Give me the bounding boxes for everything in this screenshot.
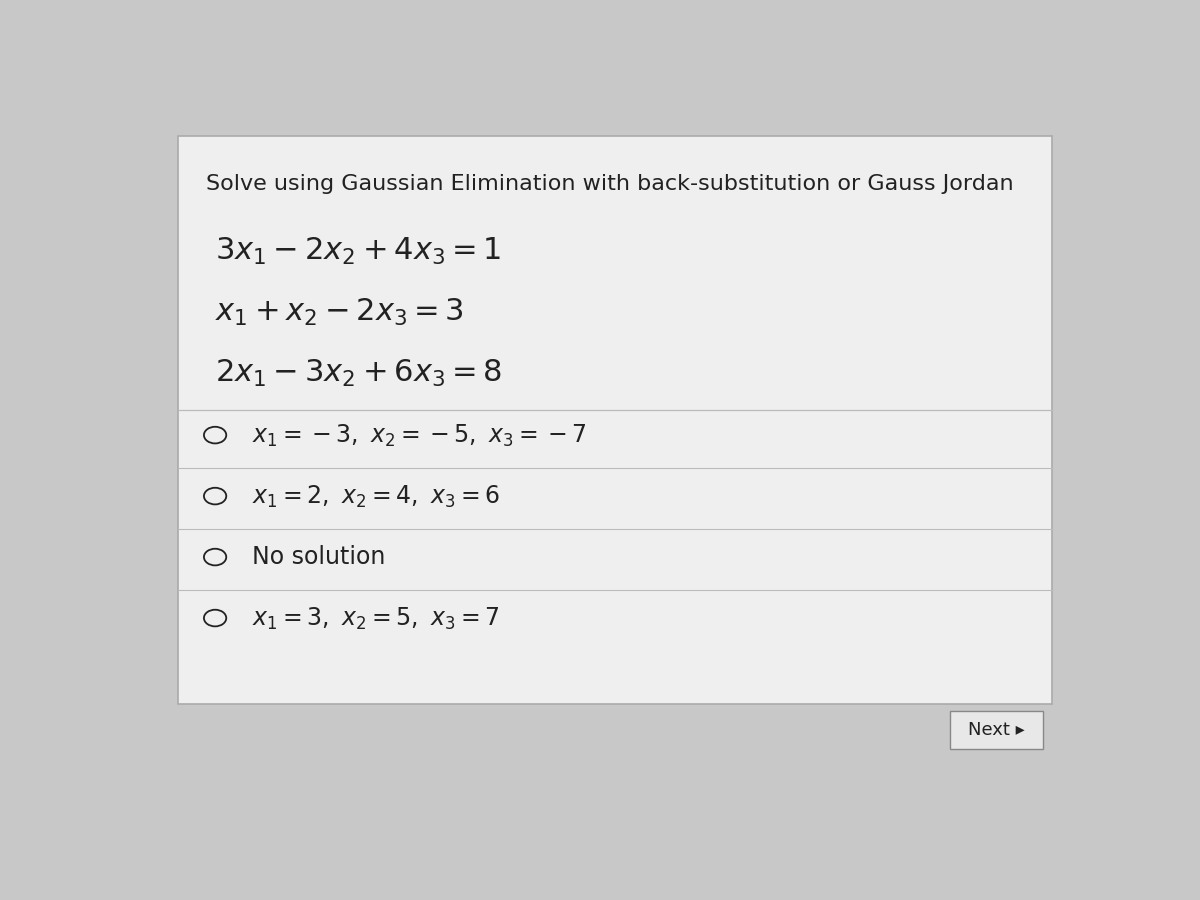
Text: $3x_1 - 2x_2 + 4x_3 = 1$: $3x_1 - 2x_2 + 4x_3 = 1$	[215, 236, 502, 267]
FancyBboxPatch shape	[178, 136, 1052, 704]
FancyBboxPatch shape	[950, 711, 1043, 749]
Text: $2x_1 - 3x_2 + 6x_3 = 8$: $2x_1 - 3x_2 + 6x_3 = 8$	[215, 358, 503, 390]
Text: Next ▸: Next ▸	[968, 721, 1025, 739]
Text: No solution: No solution	[252, 544, 385, 569]
Text: Solve using Gaussian Elimination with back-substitution or Gauss Jordan: Solve using Gaussian Elimination with ba…	[206, 174, 1014, 194]
Text: $x_1 + x_2 - 2x_3 = 3$: $x_1 + x_2 - 2x_3 = 3$	[215, 297, 464, 328]
Text: $x_1 = 2,\ x_2 = 4,\ x_3 = 6$: $x_1 = 2,\ x_2 = 4,\ x_3 = 6$	[252, 483, 500, 509]
Text: $x_1 = 3,\ x_2 = 5,\ x_3 = 7$: $x_1 = 3,\ x_2 = 5,\ x_3 = 7$	[252, 606, 500, 632]
Text: $x_1 = -3,\ x_2 = -5,\ x_3 = -7$: $x_1 = -3,\ x_2 = -5,\ x_3 = -7$	[252, 423, 587, 449]
